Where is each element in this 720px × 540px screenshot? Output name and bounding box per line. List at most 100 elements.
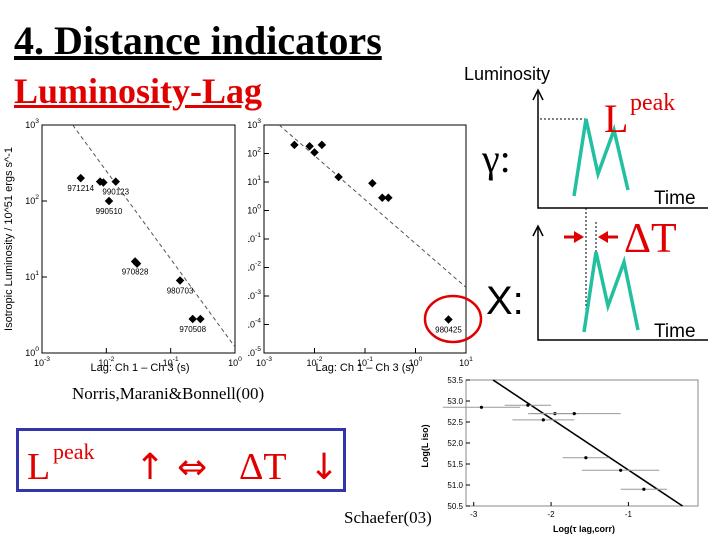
schaefer-citation: Schaefer(03) <box>344 508 432 527</box>
data-point <box>642 487 646 491</box>
fit-line <box>492 379 683 507</box>
data-point <box>368 179 377 188</box>
data-point <box>310 148 319 157</box>
slide-subtitle: Luminosity-Lag <box>14 71 263 111</box>
delta-t-symbol: ΔT <box>239 446 287 488</box>
luminosity-lag-relation-box: L peak ↑ ⇔ ΔT ↓ <box>16 428 346 492</box>
y-tick-label: 52.5 <box>447 418 463 427</box>
y-tick-label: 100 <box>248 204 261 216</box>
fit-line <box>72 124 236 348</box>
norris-lag-luminosity-plot-left: 10-3 10-2 10-1 100 100 101 102 103 971214 990123… <box>3 118 242 374</box>
y-tick-label: 52.0 <box>447 439 463 448</box>
x-tick-label: 10-2 <box>98 356 114 368</box>
y-tick-label: 51.0 <box>447 481 463 490</box>
data-point-label: 971214 <box>67 184 94 193</box>
data-point <box>619 468 623 472</box>
data-point-label: 990123 <box>102 188 129 197</box>
l-symbol: L <box>27 446 50 488</box>
y-tick-label: 101 <box>25 270 39 282</box>
plot-frame <box>465 379 699 507</box>
y-tick-label: 103 <box>25 118 39 130</box>
data-point <box>479 405 484 409</box>
data-point-label: 970508 <box>179 325 206 334</box>
y-tick-label: 100 <box>25 346 39 358</box>
data-point-label: 970828 <box>122 267 149 276</box>
y-tick-label: 10-4 <box>248 318 261 330</box>
x-axis-label: Lag: Ch 1 – Ch 3 (s) <box>90 362 189 374</box>
y-tick-label: 102 <box>25 194 39 206</box>
gamma-pulse <box>572 118 630 197</box>
y-axis-label: Log(L iso) <box>420 424 430 467</box>
x-tick-label: 10-3 <box>34 356 50 368</box>
plot-frame <box>263 124 467 354</box>
relation-formula: L peak ↑ ⇔ ΔT ↓ <box>27 439 339 488</box>
x-tick-label: 10-1 <box>163 356 179 368</box>
x-tick-label: 10-3 <box>256 356 272 368</box>
luminosity-axis-label: Luminosity <box>464 64 551 84</box>
x-label: X: <box>486 279 524 323</box>
data-point <box>572 412 576 416</box>
y-tick-label: 53.5 <box>447 376 463 385</box>
x-tick-label: -3 <box>470 510 478 519</box>
up-arrow-icon: ↑ <box>135 447 165 488</box>
down-arrow-icon: ↓ <box>309 447 339 488</box>
plot-frame <box>41 124 236 354</box>
top-y-arrow-icon <box>532 88 544 101</box>
highlight-circle <box>423 294 483 344</box>
data-point <box>175 276 185 285</box>
data-point <box>526 403 530 407</box>
lag-schematic: γ: L peak Time ΔT X: Time <box>481 88 708 342</box>
fit-line <box>278 124 467 288</box>
y-tick-label: 101 <box>248 175 261 187</box>
y-tick-label: 50.5 <box>447 502 463 511</box>
data-point <box>584 456 588 460</box>
data-point <box>188 314 197 324</box>
peak-l-symbol: L <box>604 96 628 141</box>
x-axis-label: Lag: Ch 1 – Ch 3 (s) <box>315 362 414 374</box>
norris-citation: Norris,Marani&Bonnell(00) <box>72 384 265 403</box>
data-point <box>541 418 545 422</box>
x-tick-label: 10-2 <box>306 356 322 368</box>
l-superscript: peak <box>53 439 95 464</box>
gamma-label: γ: <box>481 136 511 181</box>
bottom-axes <box>537 228 708 341</box>
x-axis-label: Log(τ lag,corr) <box>553 524 615 534</box>
y-tick-label: 103 <box>248 118 261 130</box>
y-axis-label: Isotropic Luminosity / 10^51 ergs s^-1 <box>3 147 15 331</box>
x-tick-label: -2 <box>548 510 556 519</box>
y-tick-label: 10-2 <box>248 261 261 273</box>
data-point-label: 980425 <box>435 325 462 334</box>
x-tick-label: 100 <box>228 356 242 368</box>
data-point <box>196 314 205 324</box>
peak-superscript: peak <box>630 90 675 116</box>
y-tick-label: 10-1 <box>248 232 261 244</box>
data-point <box>132 259 142 268</box>
data-point <box>104 196 114 206</box>
y-tick-label: 10-3 <box>248 289 261 301</box>
equivalence-arrow-icon: ⇔ <box>177 447 207 488</box>
slide-title: 4. Distance indicators <box>14 18 382 63</box>
norris-lag-luminosity-plot-right: 10-3 10-2 10-1 100 101 10-5 10-4 10-3 10-2 10-1 10… <box>248 118 483 374</box>
top-axes <box>537 92 708 209</box>
data-point <box>444 315 453 324</box>
data-point-label: 990510 <box>96 207 123 216</box>
x-ray-pulse <box>582 251 640 333</box>
y-tick-label: 51.5 <box>447 460 463 469</box>
time-label-top: Time <box>654 188 696 209</box>
y-tick-label: 53.0 <box>447 397 463 406</box>
x-tick-label: 10-1 <box>357 356 373 368</box>
y-tick-label: 102 <box>248 147 261 159</box>
delta-t-right-arrowhead <box>598 231 608 243</box>
time-label-bottom: Time <box>654 321 696 342</box>
data-point <box>111 177 120 186</box>
x-tick-label: 101 <box>459 356 473 368</box>
bottom-y-arrow-icon <box>532 224 544 237</box>
delta-t-left-arrowhead <box>574 231 584 243</box>
x-tick-label: -1 <box>625 510 633 519</box>
delta-t-label: ΔT <box>624 216 677 262</box>
x-tick-label: 100 <box>409 356 423 368</box>
data-point <box>99 178 108 187</box>
y-tick-label: 10-5 <box>248 346 261 358</box>
data-point-label: 980703 <box>167 286 194 295</box>
data-point <box>384 193 393 202</box>
